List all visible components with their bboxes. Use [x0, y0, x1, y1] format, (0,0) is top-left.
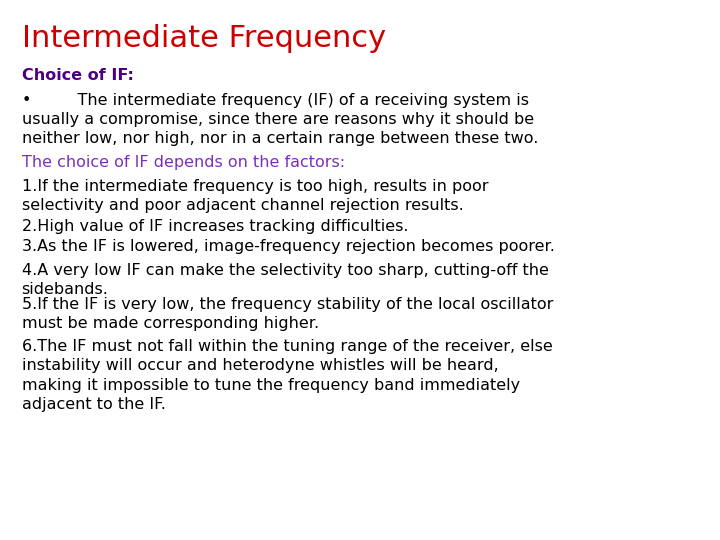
- Text: Choice of IF:: Choice of IF:: [22, 68, 133, 83]
- Text: 3.As the IF is lowered, image-frequency rejection becomes poorer.: 3.As the IF is lowered, image-frequency …: [22, 239, 554, 254]
- Text: Intermediate Frequency: Intermediate Frequency: [22, 24, 386, 53]
- Text: 4.A very low IF can make the selectivity too sharp, cutting-off the
sidebands.: 4.A very low IF can make the selectivity…: [22, 263, 549, 297]
- Text: The choice of IF depends on the factors:: The choice of IF depends on the factors:: [22, 155, 345, 170]
- Text: •         The intermediate frequency (IF) of a receiving system is
usually a com: • The intermediate frequency (IF) of a r…: [22, 93, 538, 146]
- Text: 5.If the IF is very low, the frequency stability of the local oscillator
must be: 5.If the IF is very low, the frequency s…: [22, 297, 553, 331]
- Text: 1.If the intermediate frequency is too high, results in poor
selectivity and poo: 1.If the intermediate frequency is too h…: [22, 179, 488, 213]
- Text: 2.High value of IF increases tracking difficulties.: 2.High value of IF increases tracking di…: [22, 219, 408, 234]
- Text: 6.The IF must not fall within the tuning range of the receiver, else
instability: 6.The IF must not fall within the tuning…: [22, 339, 552, 411]
